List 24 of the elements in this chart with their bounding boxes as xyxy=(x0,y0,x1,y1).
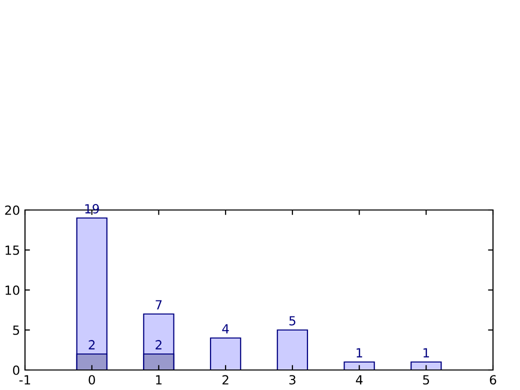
x-tick-label: -1 xyxy=(19,375,30,384)
y-tick-label: 0 xyxy=(13,365,20,375)
data-label: 4 xyxy=(222,324,229,334)
y-tick-label: 20 xyxy=(5,205,20,215)
data-label: 2 xyxy=(88,340,95,350)
bar xyxy=(344,361,375,370)
x-tick-label: 0 xyxy=(88,375,96,385)
data-label: 1 xyxy=(356,348,362,358)
y-tick-label: 15 xyxy=(6,246,20,255)
y-tick-label: 10 xyxy=(6,285,20,295)
x-tick-label: 4 xyxy=(356,375,363,384)
x-tick-label: 1 xyxy=(156,375,162,384)
bar xyxy=(410,361,442,370)
x-tick-label: 5 xyxy=(423,375,430,385)
bar xyxy=(210,337,242,370)
y-tick-label: 5 xyxy=(13,326,20,335)
data-label: 7 xyxy=(156,300,162,310)
data-label: 1 xyxy=(424,348,429,358)
x-tick-label: 6 xyxy=(490,375,496,385)
data-label: 2 xyxy=(156,340,162,350)
x-tick-label: 3 xyxy=(289,375,296,385)
x-tick-label: 2 xyxy=(222,375,228,384)
bar xyxy=(276,329,308,370)
data-label: 5 xyxy=(289,316,296,326)
